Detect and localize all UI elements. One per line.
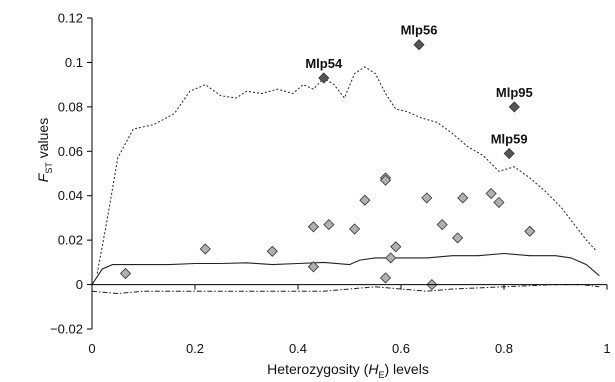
- x-axis-title: Heterozygosity (HE) levels: [267, 361, 429, 380]
- y-tick-label: 0.12: [58, 11, 83, 26]
- y-tick-label: 0.04: [58, 188, 83, 203]
- series-line-solid: [91, 252, 600, 285]
- outlier-label: Mlp59: [491, 132, 528, 147]
- points-layer: Mlp54 Mlp56 Mlp95 Mlp59: [119, 23, 536, 291]
- data-point-neutral: [266, 245, 278, 257]
- x-tick-label: 0.4: [289, 341, 307, 356]
- data-point-neutral: [485, 187, 497, 200]
- data-point-neutral: [390, 241, 402, 253]
- data-point-neutral: [199, 243, 211, 255]
- y-axis-title: FST values: [35, 118, 54, 182]
- x-tick-label: 1: [603, 341, 610, 356]
- series-layer: [91, 66, 600, 295]
- x-tick-label: 0.6: [392, 341, 410, 356]
- y-tick-label: 0.02: [58, 233, 83, 248]
- data-point-neutral: [359, 194, 371, 206]
- y-tick-label: 0.1: [65, 55, 83, 70]
- data-point-neutral: [349, 223, 361, 235]
- y-tick-label: 0.06: [58, 144, 83, 159]
- y-tick-label: 0: [76, 277, 83, 292]
- outlier-label: Mlp54: [305, 56, 343, 71]
- data-point-neutral: [385, 252, 397, 264]
- data-point-neutral: [379, 174, 392, 186]
- series-line-dashdot: [91, 284, 600, 295]
- data-point-neutral: [421, 192, 433, 204]
- data-point-neutral: [307, 261, 319, 273]
- data-point-outlier: [413, 39, 425, 51]
- x-tick-label: 0.2: [186, 341, 204, 356]
- data-point-outlier: [503, 147, 515, 160]
- data-point-neutral: [457, 192, 469, 204]
- series-line-dotted: [96, 66, 598, 274]
- data-point-neutral: [119, 267, 132, 280]
- data-point-neutral: [524, 225, 536, 237]
- data-point-neutral: [452, 232, 464, 244]
- data-point-neutral: [436, 219, 448, 231]
- data-point-neutral: [323, 219, 335, 231]
- data-point-outlier: [508, 101, 520, 113]
- axes-layer: −0.02 0 0.02 0.04 0.06 0.08 0.1 0.12 0 0.2 0.4 0.6 0…: [50, 11, 611, 357]
- data-point-neutral: [493, 196, 505, 208]
- data-point-outlier: [318, 72, 330, 84]
- outlier-label: Mlp95: [496, 85, 533, 100]
- outlier-label: Mlp56: [401, 23, 438, 38]
- x-tick-label: 0.8: [495, 341, 513, 356]
- y-tick-label: −0.02: [50, 322, 83, 337]
- data-point-neutral: [307, 221, 319, 233]
- data-point-neutral: [379, 272, 392, 284]
- x-tick-label: 0: [88, 341, 95, 356]
- y-tick-label: 0.08: [58, 99, 83, 114]
